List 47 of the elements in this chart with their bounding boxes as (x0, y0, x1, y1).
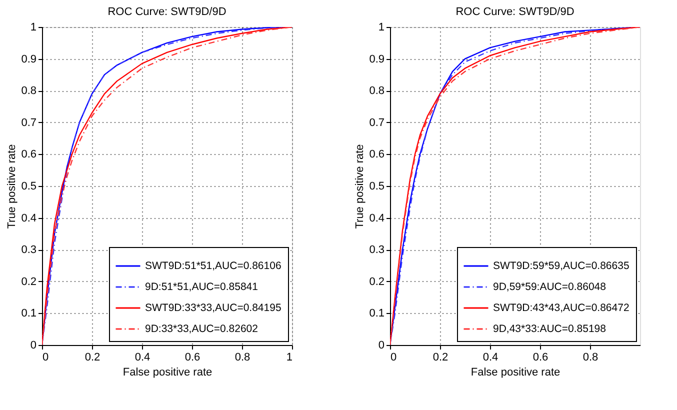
y-tick-label: 0.6 (21, 148, 36, 161)
y-tick-label: 0.2 (369, 276, 384, 288)
legend-label: SWT9D:51*51,AUC=0.86106 (145, 260, 282, 272)
legend-label: SWT9D:33*33,AUC=0.84195 (145, 302, 282, 314)
y-tick-label: 0.1 (369, 308, 384, 320)
y-tick-label: 0.4 (21, 212, 36, 224)
legend-label: SWT9D:59*59,AUC=0.86635 (493, 260, 630, 272)
y-tick-label: 0.8 (369, 85, 384, 98)
legend-label: 9D:51*51,AUC=0.85841 (145, 281, 258, 293)
legend-label: 9D:33*33,AUC=0.82602 (145, 323, 258, 335)
y-tick-label: 1 (378, 22, 384, 34)
x-tick-label: 0.6 (184, 352, 200, 364)
y-tick-label: 0.7 (369, 116, 384, 129)
y-tick-label: 1 (30, 22, 36, 34)
x-axis-title: False positive rate (122, 366, 212, 378)
y-tick-label: 0.4 (369, 212, 384, 224)
legend-label: 9D,43*33:AUC=0.85198 (493, 323, 606, 335)
y-tick-label: 0.6 (369, 148, 384, 161)
y-tick-label: 0 (378, 340, 384, 352)
y-tick-label: 0.5 (21, 180, 36, 192)
legend-label: SWT9D:43*43,AUC=0.86472 (493, 302, 630, 314)
y-tick-label: 0.9 (21, 53, 36, 66)
legend-label: 9D,59*59:AUC=0.86048 (493, 281, 606, 293)
y-tick-label: 0.7 (21, 116, 36, 129)
x-tick-label: 0 (42, 352, 49, 364)
chart-title: ROC Curve: SWT9D/9D (456, 6, 574, 18)
x-tick-label: 0.2 (432, 352, 448, 364)
y-tick-label: 0.9 (369, 53, 384, 66)
x-tick-label: 0.4 (134, 352, 150, 364)
x-tick-label: 0.2 (84, 352, 100, 364)
y-axis-title: True positive rate (6, 144, 18, 229)
x-tick-label: 0 (390, 352, 397, 364)
y-tick-label: 0.3 (369, 244, 384, 256)
y-axis-title: True positive rate (354, 144, 366, 229)
x-axis-title: False positive rate (470, 366, 560, 378)
x-tick-label: 0.4 (482, 352, 498, 364)
x-tick-label: 0.6 (532, 352, 548, 364)
x-tick-label: 0.8 (582, 352, 598, 364)
chart-title: ROC Curve: SWT9D/9D (108, 6, 226, 18)
y-tick-label: 0 (30, 340, 36, 352)
y-tick-label: 0.1 (21, 308, 36, 320)
y-tick-label: 0.8 (21, 85, 36, 98)
y-tick-label: 0.2 (21, 276, 36, 288)
x-tick-label: 1 (286, 352, 292, 364)
y-tick-label: 0.5 (369, 180, 384, 192)
y-tick-label: 0.3 (21, 244, 36, 256)
x-tick-label: 0.8 (234, 352, 250, 364)
